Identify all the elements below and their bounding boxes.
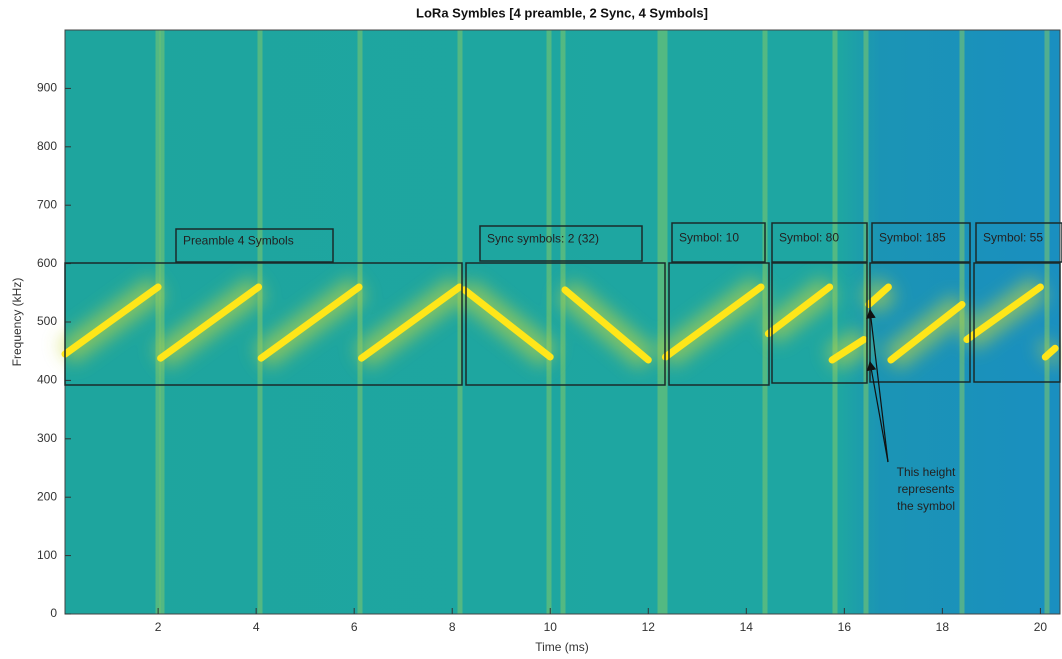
y-tick-label: 800 [37, 139, 57, 153]
spectral-strip [560, 30, 566, 614]
x-axis-label: Time (ms) [535, 640, 589, 654]
y-tick-label: 600 [37, 256, 57, 270]
annotation-label-box [771, 222, 868, 263]
x-tick-label: 12 [642, 620, 656, 634]
annotation-arrow [866, 308, 889, 463]
y-tick-label: 300 [37, 431, 57, 445]
y-tick-label: 700 [37, 197, 57, 211]
annotation-arrow [866, 360, 889, 463]
annotation-note: the symbol [897, 499, 955, 513]
x-tick-label: 2 [155, 620, 162, 634]
spectral-strip [1044, 30, 1050, 614]
annotation-box [973, 262, 1061, 383]
annotation-note: represents [898, 482, 955, 496]
spectral-strip [155, 30, 161, 614]
y-tick-label: 200 [37, 489, 57, 503]
spectral-strip [832, 30, 838, 614]
annotation-box [771, 262, 868, 384]
annotation-label: Symbol: 185 [879, 231, 946, 245]
annotation-label: Symbol: 10 [679, 231, 739, 245]
y-tick-label: 900 [37, 81, 57, 95]
x-tick-label: 16 [838, 620, 852, 634]
annotation-label: Sync symbols: 2 (32) [487, 232, 599, 246]
annotation-label-box [175, 228, 334, 263]
annotation-box [64, 262, 463, 386]
chirp-line [61, 283, 1059, 364]
y-tick-label: 0 [50, 606, 57, 620]
annotation-box [869, 262, 971, 383]
x-tick-label: 8 [449, 620, 456, 634]
spectral-strip [257, 30, 263, 614]
annotation-label-box [975, 222, 1062, 263]
annotation-label: Symbol: 80 [779, 231, 839, 245]
spectral-strip [357, 30, 363, 614]
x-tick-label: 14 [740, 620, 754, 634]
y-tick-label: 500 [37, 314, 57, 328]
y-axis-label: Frequency (kHz) [10, 278, 24, 367]
y-tick-label: 400 [37, 373, 57, 387]
spectral-strip [657, 30, 663, 614]
chart-title: LoRa Symbles [4 preamble, 2 Sync, 4 Symb… [416, 5, 708, 20]
annotation-note: This height [897, 465, 956, 479]
spectral-strip [863, 30, 869, 614]
spectral-strip [159, 30, 165, 614]
x-tick-label: 18 [936, 620, 950, 634]
y-tick-label: 100 [37, 548, 57, 562]
x-tick-label: 6 [351, 620, 358, 634]
x-tick-label: 20 [1034, 620, 1048, 634]
spectral-strip [546, 30, 552, 614]
annotation-label: Preamble 4 Symbols [183, 234, 294, 248]
annotation-label: Symbol: 55 [983, 231, 1043, 245]
spectral-strip [457, 30, 463, 614]
spectral-strip [959, 30, 965, 614]
annotation-label-box [671, 222, 766, 263]
x-tick-label: 4 [253, 620, 260, 634]
annotation-box [668, 262, 770, 386]
x-tick-label: 10 [544, 620, 558, 634]
annotation-box [465, 262, 666, 386]
annotation-label-box [871, 222, 971, 263]
annotation-label-box [479, 225, 643, 262]
